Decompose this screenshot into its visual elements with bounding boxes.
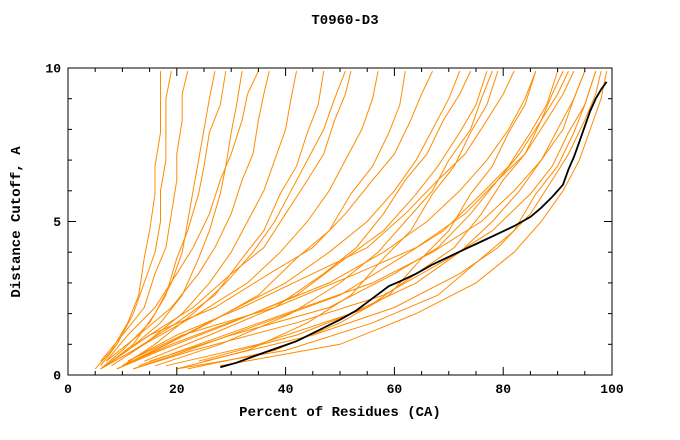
black-curve xyxy=(220,81,608,369)
model-curve xyxy=(203,70,602,362)
model-curve xyxy=(220,71,608,367)
y-tick-label: 10 xyxy=(45,62,61,77)
x-tick-label: 80 xyxy=(495,382,511,397)
model-curve xyxy=(105,71,216,367)
x-axis-label: Percent of Residues (CA) xyxy=(239,405,441,421)
model-curve xyxy=(111,70,433,362)
model-curve xyxy=(116,70,488,370)
x-tick-label: 40 xyxy=(278,382,294,397)
series-layer xyxy=(94,70,608,370)
model-curve xyxy=(100,71,172,367)
model-curve xyxy=(133,70,597,370)
x-tick-label: 0 xyxy=(64,382,72,397)
model-curve xyxy=(100,71,325,370)
axis-layer: 0 20 40 60 80 100 0 5 10 xyxy=(45,62,624,398)
model-curve xyxy=(138,70,586,367)
model-curve xyxy=(176,70,499,370)
model-curve xyxy=(105,70,270,362)
x-tick-label: 20 xyxy=(169,382,185,397)
model-curve xyxy=(100,71,227,370)
model-curve xyxy=(122,70,537,367)
model-curve xyxy=(133,70,559,370)
model-curve xyxy=(100,71,243,370)
x-tick-label: 100 xyxy=(600,382,624,397)
model-curve xyxy=(127,70,515,362)
model-curve xyxy=(105,70,259,362)
plot-frame xyxy=(67,67,613,376)
model-curve xyxy=(154,70,493,367)
model-curve xyxy=(111,70,352,362)
model-curve xyxy=(165,70,586,367)
model-curve xyxy=(149,70,569,362)
y-tick-label: 5 xyxy=(53,215,61,230)
model-curve xyxy=(122,70,346,367)
model-curve xyxy=(111,71,297,367)
model-curve xyxy=(144,70,472,362)
model-curve xyxy=(127,70,575,362)
x-tick-label: 60 xyxy=(387,382,403,397)
model-curve xyxy=(187,70,537,370)
y-tick-label: 0 xyxy=(53,369,61,384)
model-curve xyxy=(198,70,564,362)
model-curve xyxy=(122,70,461,367)
model-curve xyxy=(176,70,597,370)
chart-title: T0960-D3 xyxy=(311,13,378,29)
model-curve xyxy=(100,70,189,362)
y-axis-label: Distance Cutoff, A xyxy=(9,146,25,298)
model-curve xyxy=(94,71,161,370)
